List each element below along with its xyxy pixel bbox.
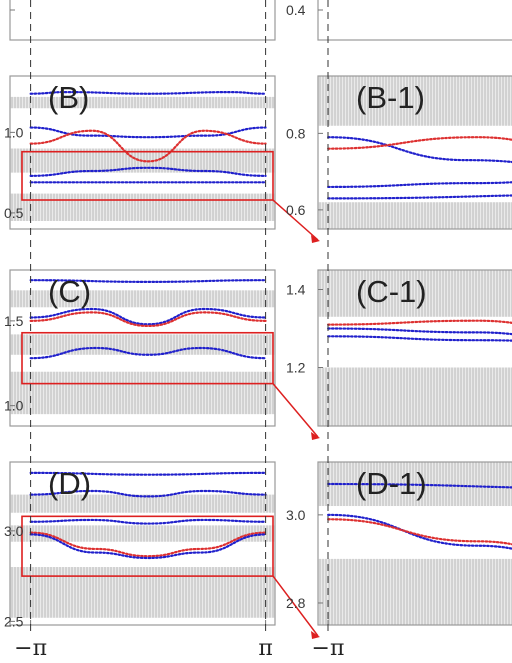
panel-frame [9, 75, 276, 230]
band-continuum [318, 202, 512, 229]
panel-frame [9, 269, 276, 427]
panel-8: (D-1) 2.8 3.0 −π [286, 461, 512, 661]
band-continuum [318, 558, 512, 625]
y-tick-label: 3.0 [4, 523, 24, 539]
bound-state-series [29, 518, 267, 525]
panel-frame [317, 269, 512, 427]
bound-state-series [29, 91, 267, 95]
panel-label: (B-1) [356, 80, 425, 115]
x-tick-label: −π [14, 636, 47, 661]
bound-state-series [29, 166, 267, 177]
y-tick-label: 1.5 [4, 313, 24, 329]
y-tick-label: 1.0 [4, 124, 24, 140]
bound-state-series [29, 126, 267, 139]
panel-frame [317, 0, 512, 41]
bound-state-series [327, 136, 512, 164]
panel-1 [9, 0, 276, 41]
zoom-arrow-head [311, 432, 320, 440]
panel-label: (B) [48, 80, 89, 115]
bound-state-series [29, 129, 267, 163]
panel-label: (C-1) [356, 274, 427, 309]
panel-content [318, 76, 512, 229]
bound-state-series [29, 471, 267, 476]
bound-state-series [327, 181, 512, 189]
y-tick-label: 1.0 [4, 398, 24, 414]
panel-label: (D-1) [356, 466, 427, 501]
bound-state-series [29, 279, 267, 283]
zoom-arrow [272, 575, 319, 637]
panel-frame [317, 75, 512, 230]
panel-content [10, 279, 275, 415]
zoom-arrow-head [311, 235, 320, 243]
band-continuum [10, 290, 275, 308]
panel-2: 0.4 [286, 0, 512, 41]
y-tick-label: 2.5 [4, 613, 24, 629]
y-tick-label: 1.4 [286, 282, 306, 298]
band-continuum [10, 567, 275, 618]
bound-state-series [327, 327, 512, 336]
zoom-box [21, 515, 274, 577]
bound-state-series [29, 346, 267, 360]
bound-state-series [29, 531, 267, 558]
band-continuum [10, 494, 275, 513]
bound-state-series [29, 311, 267, 328]
bound-state-series [29, 489, 267, 498]
zoom-arrow [272, 383, 319, 438]
band-continuum [318, 367, 512, 426]
band-continuum [10, 334, 275, 355]
band-continuum [318, 270, 512, 317]
x-tick-label: −π [312, 636, 345, 661]
bound-state-series [29, 307, 267, 326]
x-tick-label: π [258, 636, 272, 661]
panel-label: (C) [48, 274, 91, 309]
band-continuum [10, 371, 275, 415]
y-tick-label: 1.2 [286, 360, 306, 376]
panel-content [318, 270, 512, 426]
panel-4: (B-1) 0.6 0.8 [286, 75, 512, 230]
zoom-box [21, 150, 274, 201]
y-tick-label: 2.8 [286, 595, 306, 611]
bound-state-series [327, 335, 512, 342]
panel-frame [317, 461, 512, 626]
panel-7: (D) 2.5 3.0 −π π [4, 461, 276, 661]
bound-state-series [327, 136, 512, 150]
panel-frame [9, 461, 276, 626]
bound-state-series [327, 482, 512, 489]
zoom-arrow-head [311, 631, 320, 639]
panel-5: (C) 1.0 1.5 [4, 269, 276, 427]
y-tick-label: 0.5 [4, 205, 24, 221]
panel-6: (C-1) 1.2 1.4 [286, 269, 512, 427]
bound-state-series [29, 533, 267, 560]
band-continuum [318, 76, 512, 126]
panel-content [318, 462, 512, 625]
band-continuum [10, 525, 275, 542]
panel-frame [9, 0, 276, 41]
panel-3: (B) 0.5 1.0 [4, 75, 276, 230]
y-tick-label: 3.0 [286, 507, 306, 523]
zoom-arrow [272, 199, 319, 241]
bound-state-series [327, 319, 512, 326]
panel-label: (D) [48, 466, 91, 501]
zoom-box [21, 331, 274, 385]
band-continuum [10, 193, 275, 221]
bound-state-series [327, 194, 512, 200]
y-tick-label: 0.4 [286, 2, 306, 18]
bound-state-series [327, 518, 512, 546]
panel-content [10, 91, 275, 221]
y-tick-label: 0.6 [286, 202, 306, 218]
band-continuum [10, 96, 275, 109]
y-tick-label: 0.8 [286, 125, 306, 141]
